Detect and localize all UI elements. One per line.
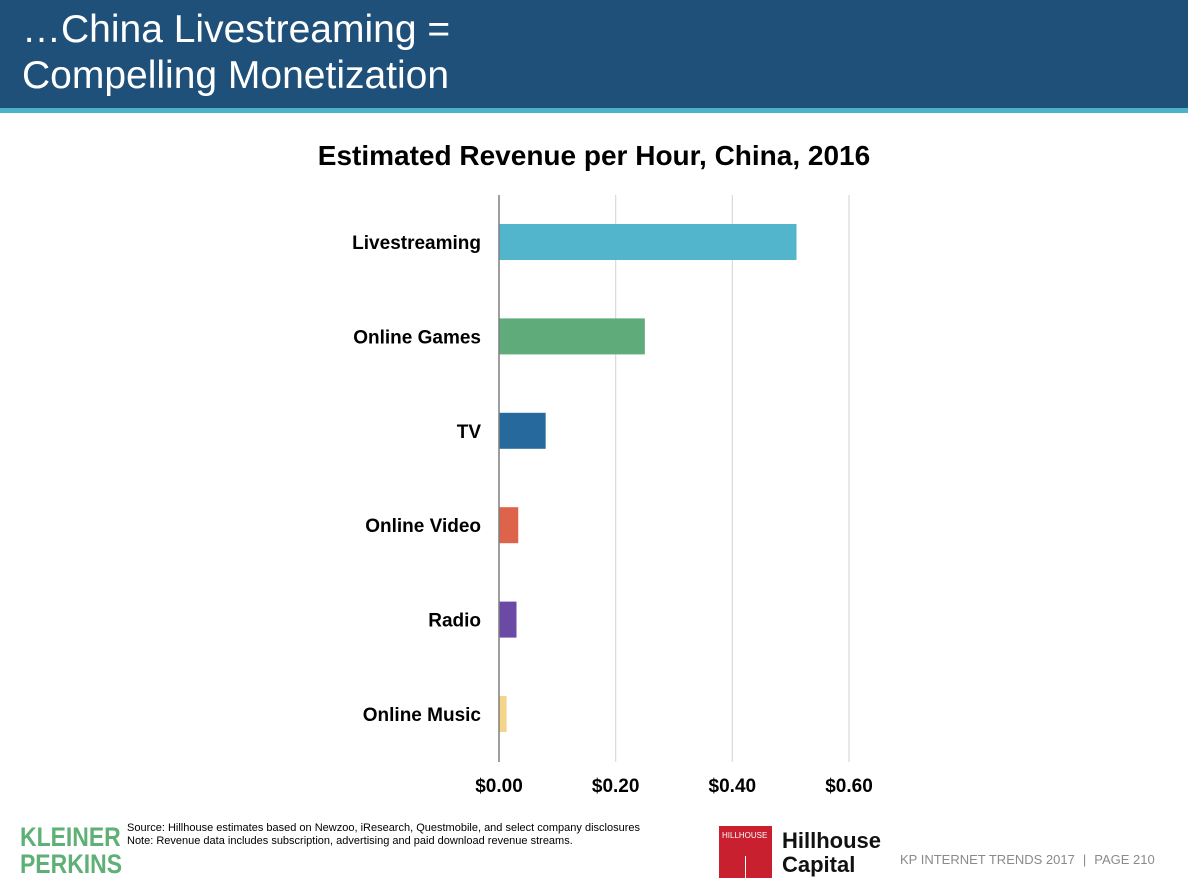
bar-online-music — [499, 696, 507, 732]
slide-title-line-2: Compelling Monetization — [22, 54, 450, 97]
hillhouse-mark-line — [745, 856, 746, 878]
header-accent-rule — [0, 108, 1188, 113]
slide-title-line-1: …China Livestreaming = — [22, 8, 451, 51]
category-label-online-music: Online Music — [363, 705, 482, 726]
bar-tv — [499, 412, 546, 449]
note-text: Note: Revenue data includes subscription… — [127, 835, 573, 847]
bar-online-video — [499, 507, 519, 544]
hillhouse-name-line-1: Hillhouse — [782, 828, 882, 853]
chart-title: Estimated Revenue per Hour, China, 2016 — [317, 140, 871, 171]
category-label-radio: Radio — [428, 611, 481, 632]
hillhouse-logo-mark: HILLHOUSE — [719, 826, 772, 878]
footer-report: KP INTERNET TRENDS 2017 — [900, 852, 1075, 867]
bar-radio — [499, 601, 517, 638]
hillhouse-mark-text: HILLHOUSE — [722, 831, 768, 840]
category-label-online-video: Online Video — [365, 516, 481, 537]
hillhouse-logo-name: Hillhouse Capital — [782, 829, 881, 877]
slide-header: …China Livestreaming = Compelling Moneti… — [0, 0, 1188, 108]
footer-separator: | — [1082, 852, 1087, 867]
footer-page: PAGE 210 — [1094, 852, 1155, 867]
x-tick-label-1: $0.20 — [592, 776, 640, 797]
category-label-tv: TV — [457, 422, 482, 443]
kleiner-logo-line-2: PERKINS — [20, 849, 123, 879]
x-tick-label-3: $0.60 — [825, 776, 873, 797]
source-text: Source: Hillhouse estimates based on New… — [127, 822, 640, 834]
kleiner-logo-line-1: KLEINER — [20, 822, 121, 852]
page-footer: KP INTERNET TRENDS 2017 | PAGE 210 — [900, 852, 1155, 868]
category-label-livestreaming: Livestreaming — [352, 233, 481, 254]
x-tick-label-0: $0.00 — [475, 776, 523, 797]
x-tick-label-2: $0.40 — [709, 776, 757, 797]
bar-livestreaming — [499, 224, 797, 260]
kleiner-perkins-logo: KLEINER PERKINS — [20, 824, 122, 878]
category-label-online-games: Online Games — [353, 327, 481, 348]
hillhouse-name-line-2: Capital — [782, 852, 856, 877]
bar-online-games — [499, 318, 645, 355]
source-notes: Source: Hillhouse estimates based on New… — [127, 822, 640, 848]
